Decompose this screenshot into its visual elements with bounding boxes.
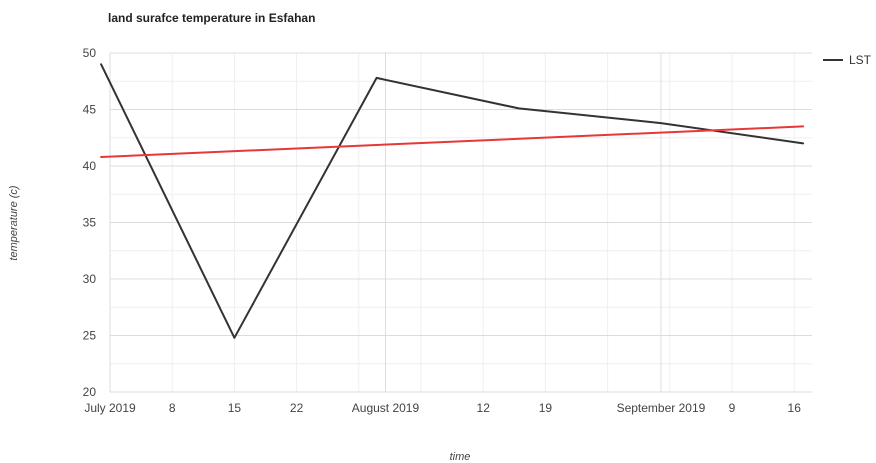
x-tick-label: 22 [290,401,304,415]
series-group [100,63,805,339]
y-tick-label: 40 [83,159,97,173]
y-axis-label: temperature (c) [8,185,20,261]
y-tick-label: 50 [83,46,97,60]
series-line-lst [100,63,805,339]
y-tick-label: 20 [83,385,97,399]
grid [109,52,812,393]
x-tick-label: July 2019 [84,401,136,415]
y-tick-label: 25 [83,329,97,343]
trend-line [100,125,805,158]
y-tick-label: 35 [83,216,97,230]
y-axis-ticks: 20 25 30 35 40 45 50 [83,46,97,399]
x-axis-label: time [450,451,471,463]
x-tick-label: September 2019 [617,401,706,415]
x-tick-label: 9 [729,401,736,415]
y-tick-label: 30 [83,272,97,286]
x-tick-label: 15 [228,401,242,415]
legend: LST [823,53,872,67]
x-tick-label: 12 [477,401,491,415]
x-tick-label: 19 [539,401,553,415]
y-tick-label: 45 [83,103,97,117]
x-axis-ticks: July 2019 8 15 22 August 2019 12 19 September 2… [84,401,801,415]
x-tick-label: August 2019 [352,401,420,415]
x-tick-label: 16 [788,401,802,415]
chart-title: land surafce temperature in Esfahan [108,11,315,25]
legend-label-lst: LST [849,53,872,67]
x-tick-label: 8 [169,401,176,415]
